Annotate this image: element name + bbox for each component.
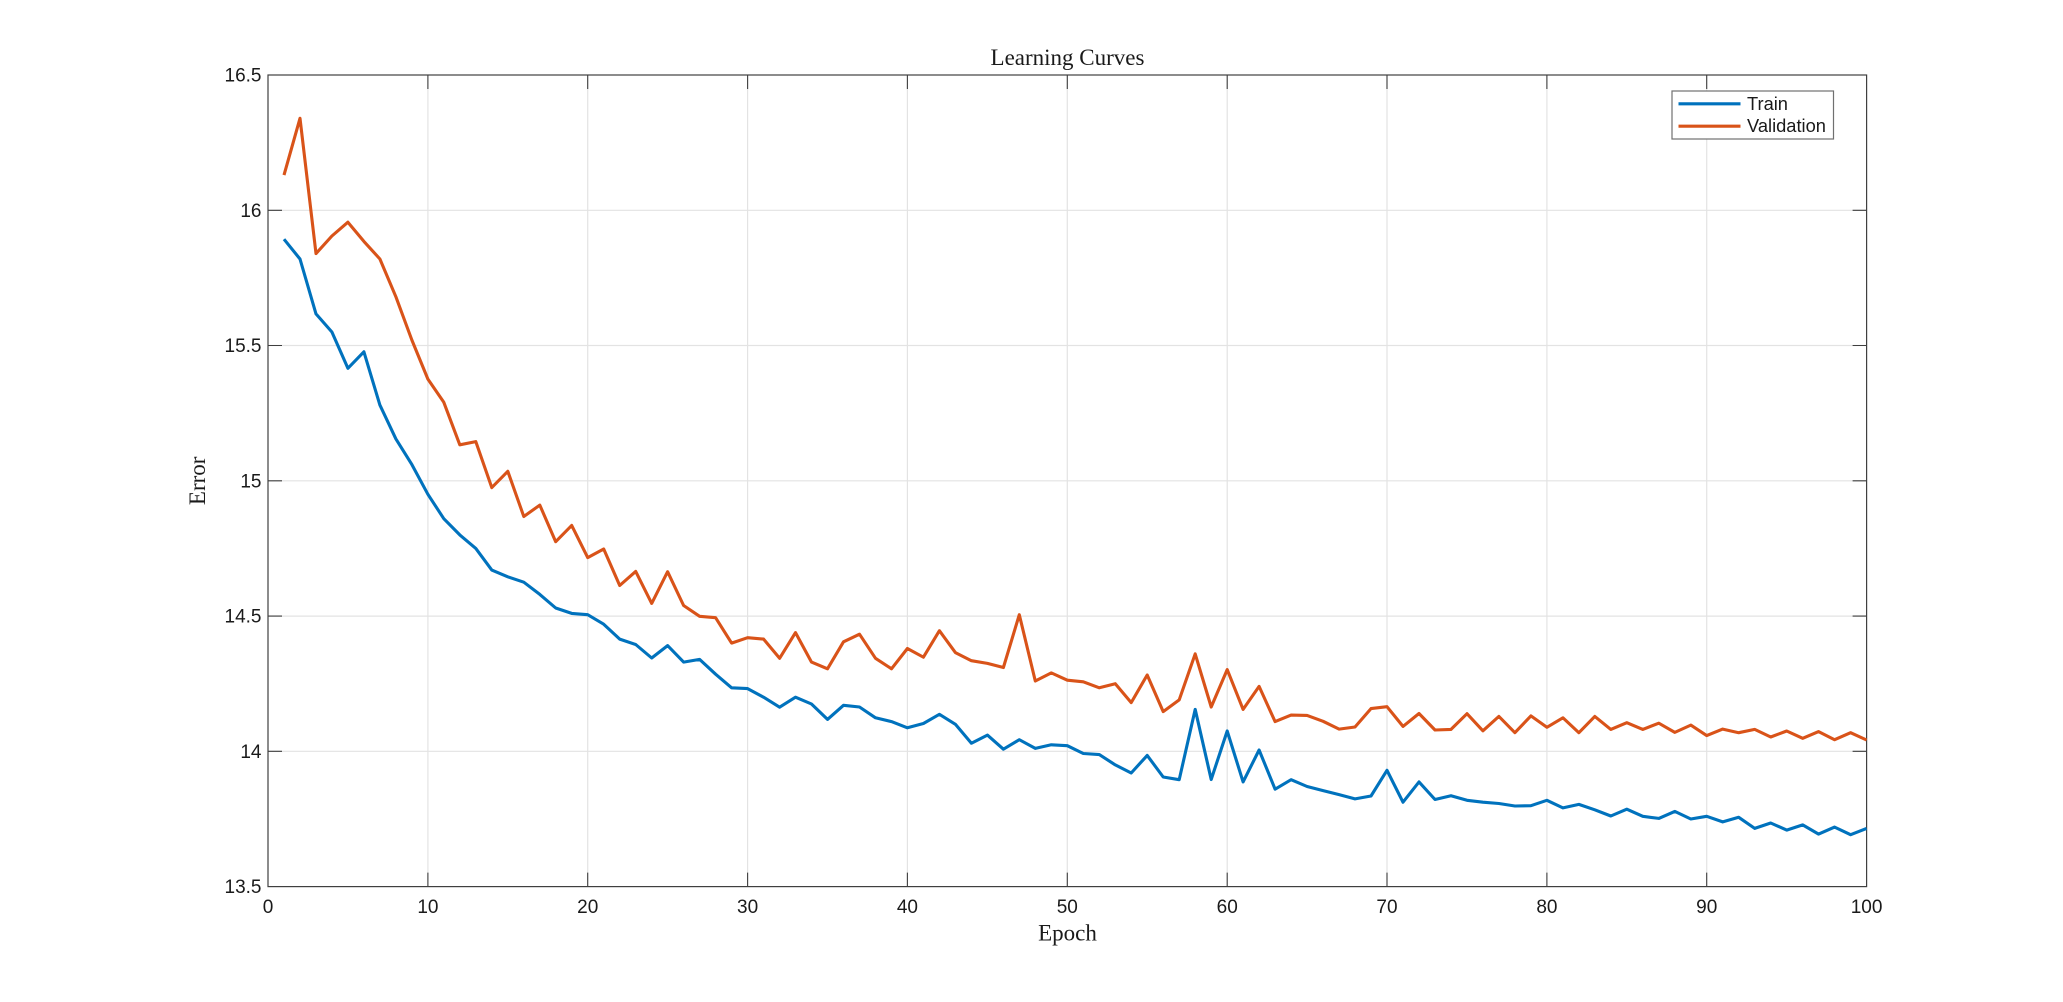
- svg-text:50: 50: [1057, 897, 1078, 918]
- svg-text:90: 90: [1696, 897, 1717, 918]
- svg-text:16.5: 16.5: [225, 66, 262, 87]
- svg-text:Learning Curves: Learning Curves: [991, 45, 1145, 70]
- svg-text:100: 100: [1851, 897, 1883, 918]
- svg-text:30: 30: [737, 897, 758, 918]
- svg-text:Train: Train: [1747, 93, 1788, 114]
- svg-text:80: 80: [1536, 897, 1557, 918]
- svg-text:70: 70: [1376, 897, 1397, 918]
- svg-text:60: 60: [1217, 897, 1238, 918]
- svg-text:14.5: 14.5: [225, 607, 262, 628]
- svg-text:Validation: Validation: [1747, 115, 1826, 136]
- svg-text:Epoch: Epoch: [1038, 921, 1097, 946]
- svg-text:10: 10: [417, 897, 438, 918]
- svg-text:15: 15: [240, 471, 261, 492]
- svg-text:13.5: 13.5: [225, 877, 262, 898]
- svg-text:15.5: 15.5: [225, 336, 262, 357]
- svg-text:Error: Error: [185, 456, 210, 505]
- svg-text:0: 0: [263, 897, 274, 918]
- svg-text:40: 40: [897, 897, 918, 918]
- svg-text:16: 16: [240, 201, 261, 222]
- svg-text:14: 14: [240, 742, 262, 763]
- svg-text:20: 20: [577, 897, 598, 918]
